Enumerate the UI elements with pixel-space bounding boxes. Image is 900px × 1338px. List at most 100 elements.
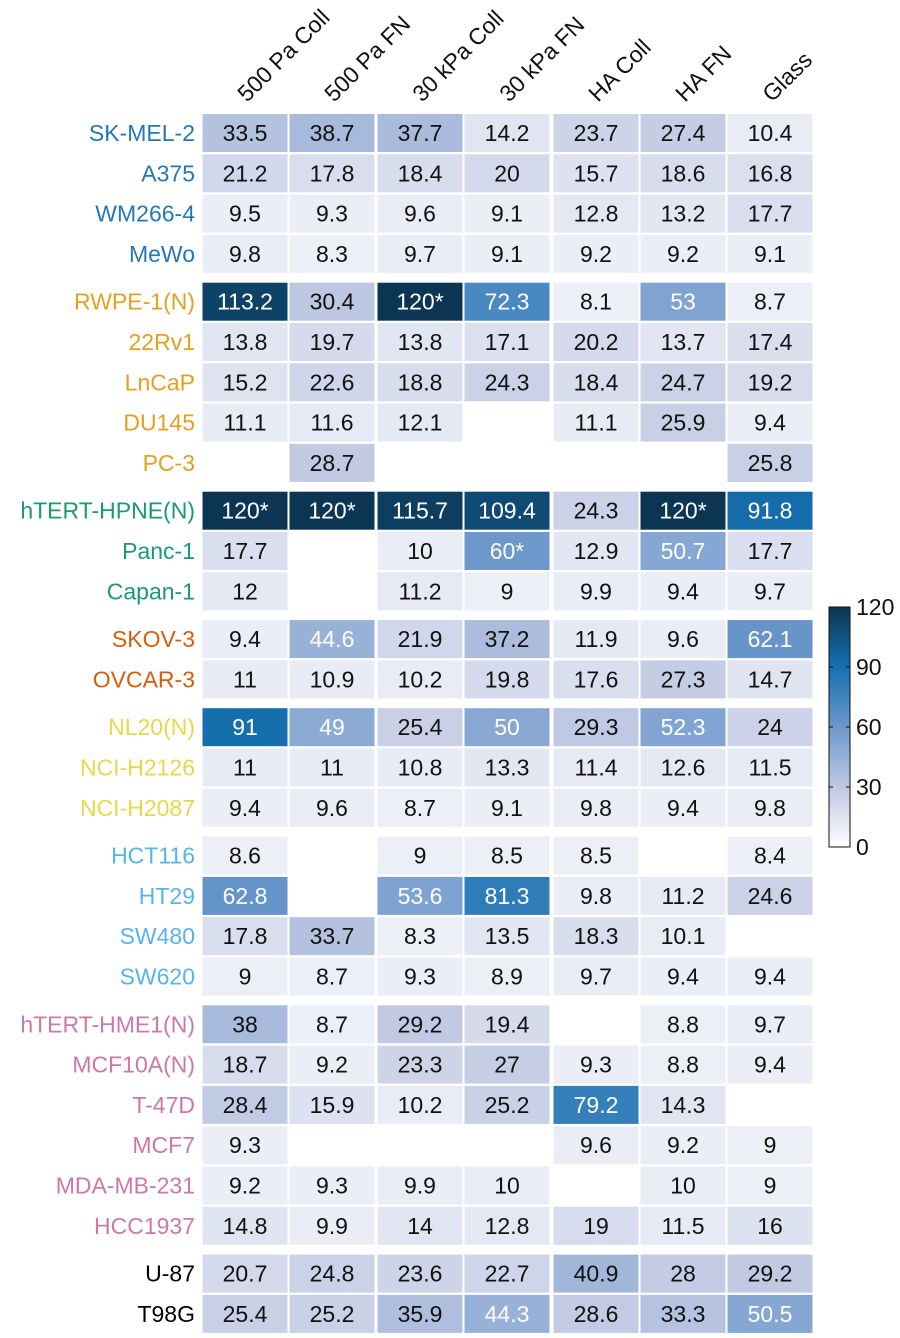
heatmap-cell — [640, 1126, 726, 1165]
cell-value: 9 — [239, 964, 252, 990]
cell-value: 8.1 — [580, 289, 612, 315]
heatmap-cell — [289, 1085, 375, 1124]
heatmap-cell — [640, 323, 726, 361]
heatmap-cell — [640, 363, 726, 402]
heatmap-cell — [553, 708, 639, 747]
cell-value: 15.9 — [310, 1092, 355, 1118]
cell-value: 8.9 — [491, 964, 523, 990]
cell-value: 9.4 — [229, 795, 261, 821]
cell-value: 25.2 — [485, 1092, 530, 1118]
heatmap-cell — [202, 491, 288, 530]
cell-value: 24.3 — [574, 498, 619, 524]
heatmap-cell — [202, 1045, 288, 1084]
heatmap-cell — [727, 194, 813, 233]
cell-value: 9.7 — [754, 578, 786, 604]
heatmap-cell — [464, 1166, 550, 1205]
heatmap-cell — [727, 1126, 813, 1165]
heatmap-cell — [289, 1045, 375, 1084]
cell-value: 29.3 — [574, 714, 619, 740]
heatmap-cell — [464, 620, 550, 659]
cell-value: 18.8 — [398, 369, 443, 395]
heatmap-cell — [377, 748, 463, 787]
row-label: HT29 — [139, 883, 195, 909]
cell-value: 8.7 — [316, 1011, 348, 1037]
cell-value: 62.1 — [748, 626, 793, 652]
cell-value: 9.3 — [404, 964, 436, 990]
cell-value: 15.2 — [223, 369, 268, 395]
cell-value: 28.4 — [223, 1092, 268, 1118]
cell-value: 44.3 — [485, 1301, 530, 1327]
heatmap-cell — [553, 1294, 639, 1333]
cell-value: 8.8 — [667, 1052, 699, 1078]
heatmap-cell — [553, 363, 639, 402]
heatmap-cell — [553, 154, 639, 193]
cell-value: 50.5 — [748, 1301, 793, 1327]
heatmap-cell — [289, 403, 375, 442]
cell-value: 9.9 — [580, 578, 612, 604]
column-header: 30 kPa FN — [494, 11, 589, 106]
row-label: hTERT-HPNE(N) — [20, 498, 195, 524]
cell-value: 8.6 — [229, 843, 261, 869]
heatmap-cell — [289, 708, 375, 747]
cell-value: 120* — [396, 289, 443, 315]
heatmap-cell — [202, 957, 288, 996]
cell-value: 81.3 — [485, 883, 530, 909]
cell-value: 13.8 — [398, 329, 443, 355]
cell-value: 20 — [494, 160, 520, 186]
cell-value: 27.3 — [661, 666, 706, 692]
colorbar-tick-label: 60 — [856, 714, 882, 740]
cell-value: 10 — [670, 1173, 696, 1199]
cell-value: 50.7 — [661, 538, 706, 564]
cell-value: 10.1 — [661, 923, 706, 949]
heatmap-cell — [202, 572, 288, 611]
cell-value: 29.2 — [748, 1261, 793, 1287]
cell-value: 10.8 — [398, 755, 443, 781]
row-label: T98G — [137, 1301, 195, 1327]
cell-value: 38 — [232, 1011, 258, 1037]
heatmap-cell — [640, 620, 726, 659]
cell-value: 24.3 — [485, 369, 530, 395]
heatmap-cell — [727, 1166, 813, 1205]
heatmap-cell — [640, 154, 726, 193]
cell-value: 19.2 — [748, 369, 793, 395]
cell-value: 53 — [670, 289, 696, 315]
cell-value: 14.2 — [485, 120, 530, 146]
cell-value: 9.2 — [229, 1173, 261, 1199]
cell-value: 9.7 — [404, 241, 436, 267]
cell-value: 62.8 — [223, 883, 268, 909]
heatmap-cell — [464, 1045, 550, 1084]
cell-value: 9.3 — [229, 1132, 261, 1158]
cell-value: 120* — [308, 498, 355, 524]
cell-value: 40.9 — [574, 1261, 619, 1287]
heatmap-cell — [202, 748, 288, 787]
cell-value: 9.7 — [580, 964, 612, 990]
cell-value: 11.2 — [398, 578, 441, 604]
row-label: A375 — [141, 160, 195, 186]
cell-value: 18.6 — [661, 160, 706, 186]
heatmap-cell — [727, 403, 813, 442]
heatmap-cell — [202, 282, 288, 321]
heatmap-cell — [464, 917, 550, 956]
heatmap-cell — [553, 282, 639, 321]
cell-value: 8.5 — [580, 843, 612, 869]
heatmap-cell — [640, 660, 726, 699]
cell-value: 8.8 — [667, 1011, 699, 1037]
cell-value: 9.3 — [316, 1173, 348, 1199]
cell-value: 24.8 — [310, 1261, 355, 1287]
cell-value: 17.8 — [223, 923, 268, 949]
heatmap-cell — [202, 323, 288, 361]
cell-value: 14.7 — [748, 666, 793, 692]
heatmap-cell — [640, 1005, 726, 1044]
cell-value: 16 — [757, 1213, 783, 1239]
cell-value: 9 — [764, 1173, 777, 1199]
heatmap-cell — [553, 917, 639, 956]
cell-value: 17.7 — [223, 538, 268, 564]
heatmap-cell — [464, 957, 550, 996]
heatmap-cell — [464, 572, 550, 611]
cell-value: 25.4 — [223, 1301, 268, 1327]
heatmap-cell — [289, 234, 375, 273]
heatmap-cell — [289, 1166, 375, 1205]
cell-value: 8.5 — [491, 843, 523, 869]
cell-value: 19.7 — [310, 329, 355, 355]
